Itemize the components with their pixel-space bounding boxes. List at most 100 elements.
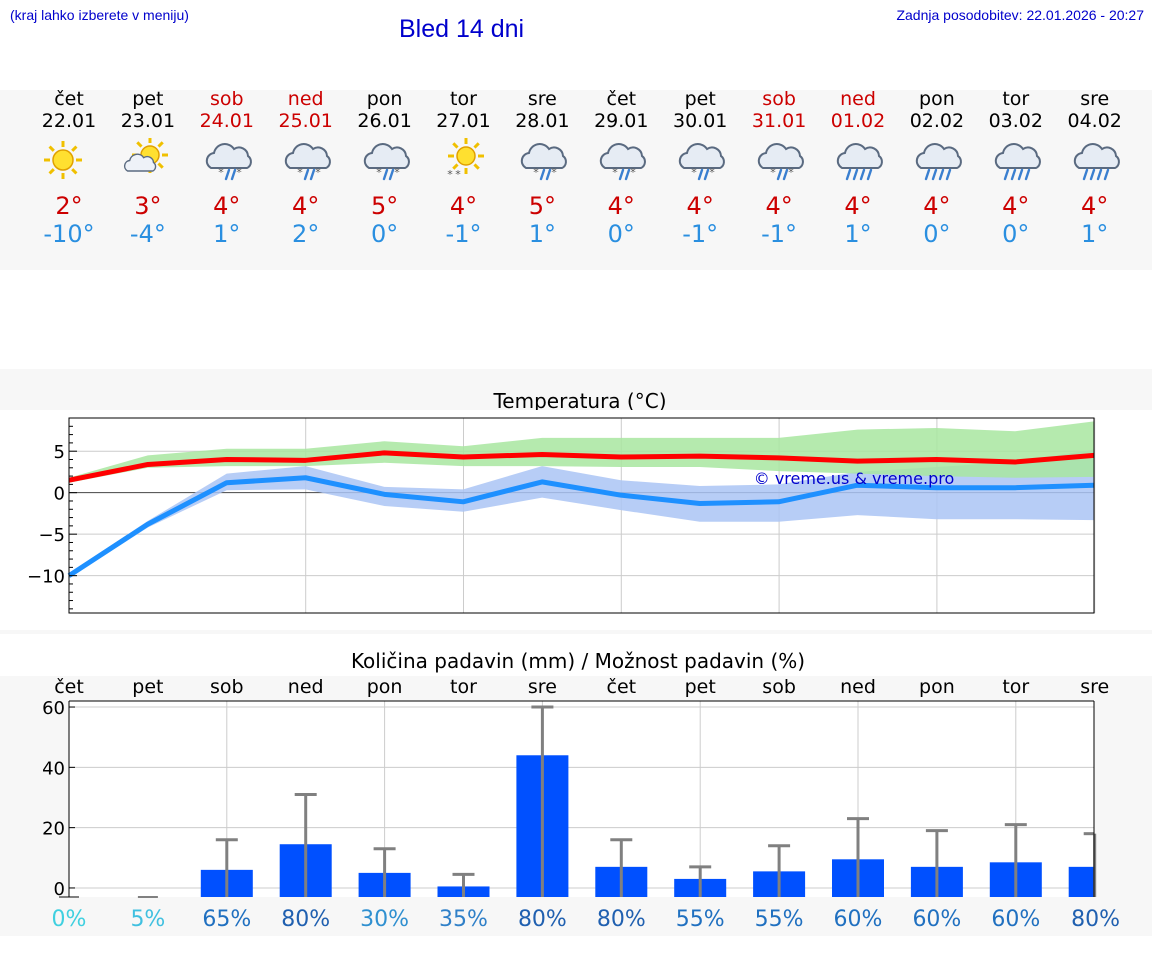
watermark: © vreme.us & vreme.pro: [754, 469, 955, 488]
temp-max: 4°: [765, 192, 793, 220]
last-update: Zadnja posodobitev: 22.01.2026 - 20:27: [896, 7, 1144, 23]
day-column: tor 03.02 4° 0°: [976, 88, 1056, 248]
day-date: 29.01: [594, 110, 649, 132]
temp-min: 2°: [292, 220, 320, 248]
day-column: ned 01.02 4° 1°: [818, 88, 898, 248]
temp-max: 5°: [370, 192, 399, 220]
svg-text:*: *: [455, 168, 461, 181]
day-name: ned: [840, 88, 876, 110]
category-label: pon: [919, 676, 955, 698]
day-date: 31.01: [751, 110, 807, 132]
temp-min: 0°: [370, 220, 399, 248]
max-temp-range: [69, 421, 1094, 483]
rain-icon: [836, 143, 883, 181]
temp-min: -1°: [445, 220, 482, 248]
day-column: tor 27.01 * * 4° -1°: [424, 88, 504, 248]
day-column: čet 22.01 2° -10°: [29, 88, 109, 248]
temp-min: 0°: [607, 220, 635, 248]
svg-text:*: *: [236, 166, 242, 179]
temp-min: 1°: [213, 220, 241, 248]
y-tick-label: 40: [42, 758, 65, 779]
precip-probability: 65%: [202, 907, 251, 932]
day-date: 23.01: [120, 110, 176, 132]
temp-min: 1°: [844, 220, 872, 248]
category-label: pet: [685, 676, 716, 698]
temp-max: 4°: [607, 192, 635, 220]
day-date: 28.01: [515, 110, 570, 132]
day-column: ned 25.01 * * 4° 2°: [266, 88, 346, 248]
category-label: ned: [840, 676, 876, 698]
rain-snow-icon: * *: [679, 143, 726, 181]
y-tick-label: 0: [54, 879, 65, 900]
svg-text:*: *: [394, 166, 400, 179]
precip-probability: 80%: [597, 907, 646, 932]
temp-max: 4°: [1002, 192, 1030, 220]
day-name: pet: [684, 88, 716, 110]
category-label: tor: [450, 676, 477, 698]
category-label: sob: [762, 676, 796, 698]
category-label: čet: [607, 676, 637, 698]
day-column: pon 26.01 * * 5° 0°: [345, 88, 425, 248]
svg-text:*: *: [788, 166, 794, 179]
rain-snow-icon: * *: [363, 143, 410, 181]
day-date: 27.01: [436, 110, 491, 132]
max-temp-line: [68, 450, 1095, 483]
y-tick-label: 5: [54, 442, 65, 463]
precip-probability: 0%: [52, 907, 87, 932]
temp-max: 2°: [55, 192, 83, 220]
precip-probability: 35%: [439, 907, 488, 932]
rain-snow-icon: * *: [284, 143, 331, 181]
day-name: čet: [54, 88, 84, 110]
sun-icon: [44, 141, 82, 179]
y-tick-label: 60: [42, 698, 65, 719]
day-name: pon: [366, 88, 403, 110]
location-hint: (kraj lahko izberete v meniju): [10, 7, 189, 23]
svg-text:*: *: [631, 166, 637, 179]
temp-max: 4°: [292, 192, 320, 220]
day-column: sob 31.01 * * 4° -1°: [739, 88, 819, 248]
day-name: sre: [527, 88, 557, 110]
temp-max: 4°: [1081, 192, 1109, 220]
svg-text:*: *: [709, 166, 715, 179]
day-column: sob 24.01 * * 4° 1°: [187, 88, 267, 248]
day-name: čet: [606, 88, 637, 110]
temp-max: 4°: [213, 192, 241, 220]
day-name: ned: [287, 88, 324, 110]
temp-min: -1°: [682, 220, 719, 248]
precipitation-chart: Količina padavin (mm) / Možnost padavin …: [42, 649, 1120, 932]
temp-min: 0°: [1002, 220, 1030, 248]
svg-text:*: *: [447, 168, 453, 181]
day-name: tor: [1002, 88, 1030, 110]
precipitation-plot-bg: [69, 701, 1094, 897]
precip-probability: 80%: [281, 907, 330, 932]
page-title: Bled 14 dni: [399, 15, 525, 43]
precip-probability: 30%: [360, 907, 409, 932]
precip-probability: 80%: [1071, 907, 1120, 932]
day-date: 24.01: [199, 110, 254, 132]
rain-icon: [915, 143, 962, 181]
temperature-chart: Temperatura (°C) © vreme.us & vreme.pro …: [0, 389, 1152, 630]
forecast-band: [0, 90, 1152, 270]
category-label: ned: [288, 676, 324, 698]
temperature-chart-title: Temperatura (°C): [492, 389, 666, 413]
svg-text:*: *: [315, 166, 321, 179]
day-date: 04.02: [1067, 110, 1122, 132]
temp-max: 4°: [449, 192, 478, 220]
day-name: pet: [132, 88, 164, 110]
plot-frame: [68, 417, 1095, 614]
day-name: tor: [450, 88, 477, 110]
category-label: sre: [1080, 676, 1109, 698]
precip-probability: 60%: [991, 907, 1040, 932]
temp-max: 4°: [686, 192, 714, 220]
category-label: sre: [528, 676, 557, 698]
svg-text:*: *: [297, 166, 303, 179]
temp-min: 1°: [1081, 220, 1109, 248]
precip-probability: 60%: [834, 907, 883, 932]
rain-snow-icon: * *: [521, 143, 568, 181]
svg-text:*: *: [552, 166, 558, 179]
day-column: pet 23.01 3° -4°: [108, 88, 188, 248]
y-tick-label: −5: [38, 525, 65, 546]
category-label: tor: [1002, 676, 1029, 698]
svg-text:*: *: [613, 166, 619, 179]
category-label: čet: [54, 676, 84, 698]
